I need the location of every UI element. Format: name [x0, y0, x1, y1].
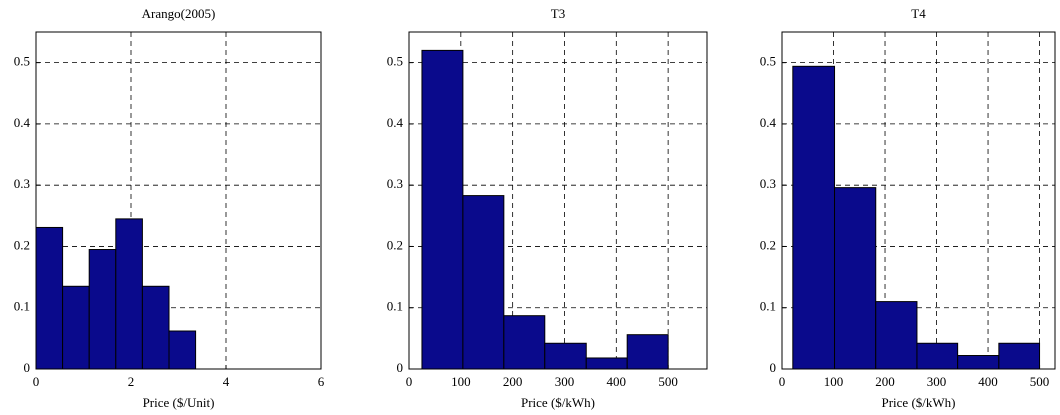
plot-frame [781, 31, 1056, 370]
x-tick-label: 100 [824, 374, 844, 389]
bar [626, 334, 669, 370]
x-axis-label: Price ($/Unit) [143, 395, 215, 410]
y-tick-label: 0.5 [14, 54, 30, 69]
bar [62, 285, 90, 370]
x-tick-label: 300 [555, 374, 575, 389]
y-tick-label: 0.4 [14, 115, 31, 130]
bar [35, 226, 64, 370]
bar [792, 65, 836, 370]
bar [875, 301, 918, 370]
x-tick-label: 6 [318, 374, 325, 389]
x-tick-label: 500 [1030, 374, 1050, 389]
bar [168, 330, 197, 370]
y-tick-label: 0.3 [14, 176, 30, 191]
chart-title: T3 [551, 6, 565, 21]
y-tick-label: 0.1 [760, 299, 776, 314]
bar [462, 195, 505, 370]
x-axis-label: Price ($/kWh) [881, 395, 955, 410]
x-tick-label: 500 [658, 374, 678, 389]
plot-frame [408, 31, 708, 370]
bar [834, 187, 877, 370]
y-tick-label: 0.5 [387, 54, 403, 69]
plot-frame [35, 31, 322, 370]
x-tick-label: 4 [223, 374, 230, 389]
bar [88, 249, 117, 370]
x-tick-label: 400 [978, 374, 998, 389]
y-tick-label: 0.3 [760, 176, 776, 191]
y-tick-label: 0.4 [387, 115, 404, 130]
chart-title: T4 [911, 6, 926, 21]
x-tick-label: 0 [779, 374, 786, 389]
y-tick-label: 0.2 [14, 237, 30, 252]
y-tick-label: 0.4 [760, 115, 777, 130]
bar [141, 285, 170, 370]
y-tick-label: 0 [770, 360, 777, 375]
y-tick-label: 0.1 [14, 299, 30, 314]
x-axis-label: Price ($/kWh) [521, 395, 595, 410]
bar [115, 218, 143, 370]
bar [544, 342, 587, 370]
x-tick-label: 2 [128, 374, 135, 389]
y-tick-label: 0.3 [387, 176, 403, 191]
y-tick-label: 0 [24, 360, 31, 375]
bar [957, 355, 1000, 370]
chart-title: Arango(2005) [142, 6, 216, 21]
y-tick-label: 0.2 [387, 237, 403, 252]
y-tick-label: 0.2 [760, 237, 776, 252]
bar [421, 49, 464, 370]
x-tick-label: 0 [33, 374, 40, 389]
bar [998, 342, 1041, 370]
y-tick-label: 0.5 [760, 54, 776, 69]
bar [585, 357, 628, 370]
x-tick-label: 300 [927, 374, 947, 389]
x-tick-label: 200 [875, 374, 895, 389]
x-tick-label: 400 [607, 374, 627, 389]
x-tick-label: 200 [503, 374, 523, 389]
bar [916, 342, 959, 370]
x-tick-label: 100 [451, 374, 471, 389]
y-tick-label: 0 [397, 360, 404, 375]
x-tick-label: 0 [406, 374, 413, 389]
y-tick-label: 0.1 [387, 299, 403, 314]
bar [503, 315, 546, 370]
